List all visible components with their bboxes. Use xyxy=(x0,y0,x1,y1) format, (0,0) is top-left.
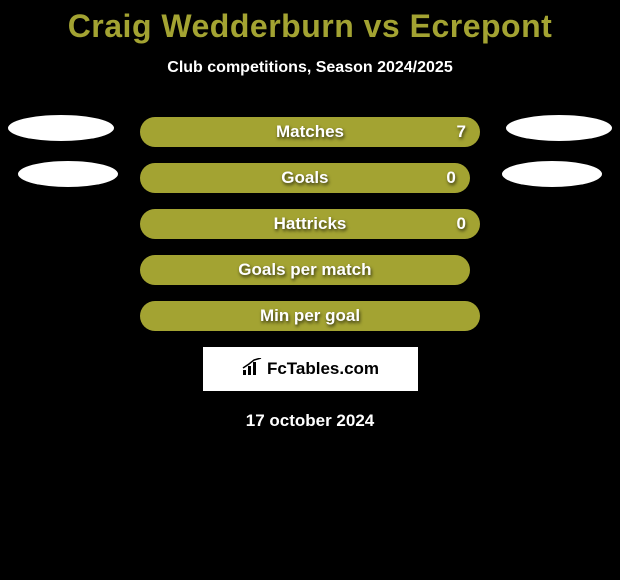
stat-row: Goals per match xyxy=(0,255,620,285)
stat-bar-wrap: Matches 7 xyxy=(140,117,480,147)
stat-bar: Goals per match xyxy=(140,255,470,285)
stat-label: Matches xyxy=(276,122,344,142)
stats-area: Matches 7 Goals 0 Hattricks 0 xyxy=(0,117,620,331)
season-subtitle: Club competitions, Season 2024/2025 xyxy=(0,59,620,77)
stat-row: Matches 7 xyxy=(0,117,620,147)
stat-bar-wrap: Goals 0 xyxy=(140,163,480,193)
stat-bar: Matches 7 xyxy=(140,117,480,147)
stat-row: Goals 0 xyxy=(0,163,620,193)
comparison-title: Craig Wedderburn vs Ecrepont xyxy=(0,8,620,45)
stat-value: 7 xyxy=(457,122,466,142)
stat-row: Min per goal xyxy=(0,301,620,331)
stat-bar-wrap: Min per goal xyxy=(140,301,480,331)
stat-bar: Hattricks 0 xyxy=(140,209,480,239)
stat-bar-wrap: Hattricks 0 xyxy=(140,209,480,239)
stat-row: Hattricks 0 xyxy=(0,209,620,239)
stat-label: Goals xyxy=(281,168,328,188)
stat-value: 0 xyxy=(446,168,455,188)
stat-value: 0 xyxy=(457,214,466,234)
chart-icon xyxy=(241,358,263,381)
stat-bar: Min per goal xyxy=(140,301,480,331)
stat-label: Goals per match xyxy=(238,260,371,280)
stat-bar-wrap: Goals per match xyxy=(140,255,480,285)
stat-label: Min per goal xyxy=(260,306,360,326)
logo-label: FcTables.com xyxy=(267,359,379,379)
stat-label: Hattricks xyxy=(274,214,347,234)
logo-box: FcTables.com xyxy=(203,347,418,391)
date-text: 17 october 2024 xyxy=(0,411,620,431)
logo: FcTables.com xyxy=(241,358,379,381)
stat-bar: Goals 0 xyxy=(140,163,470,193)
